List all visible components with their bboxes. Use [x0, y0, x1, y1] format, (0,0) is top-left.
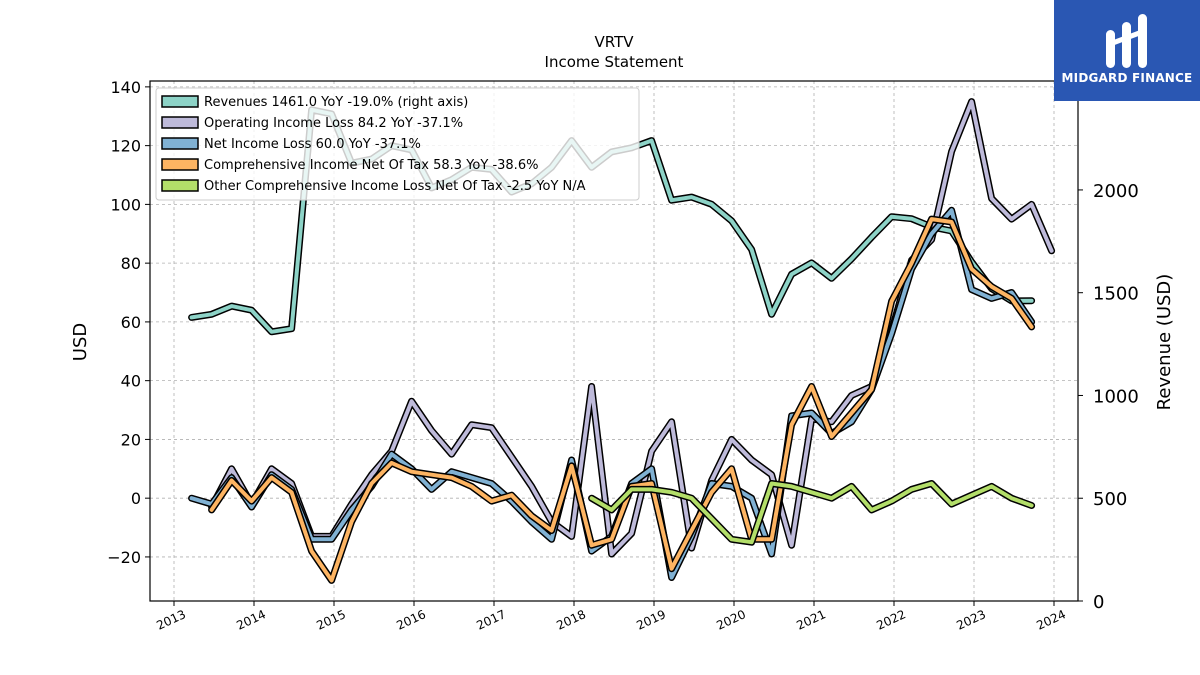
axes: −20 0 20 40 60 80 100 120 140 0 500 1000 1500 2000 201… [107, 78, 1139, 633]
x-tick-label: 2019 [634, 607, 668, 633]
midgard-logo-icon [1106, 14, 1147, 68]
series-line-other-comprehensive-income-loss-net-of-tax [589, 481, 1034, 545]
y-tick-label: 100 [110, 195, 141, 214]
x-tick-label: 2017 [474, 607, 508, 633]
legend-swatch-comprehensive-income-net-of-tax [161, 158, 199, 171]
y-right-tick-label: 500 [1093, 489, 1127, 510]
series-line-net-income-loss [189, 208, 1034, 580]
y-tick-label: 140 [110, 78, 141, 97]
x-tick-label: 2020 [714, 607, 748, 633]
y-right-tick-label: 1500 [1093, 284, 1139, 305]
y-tick-label: 120 [110, 137, 141, 156]
legend-box [155, 87, 640, 201]
logo-text: MIDGARD FINANCE [1061, 71, 1193, 85]
brand-logo: MIDGARD FINANCE [1054, 0, 1200, 101]
y-tick-label: 80 [121, 254, 141, 273]
x-tick-label: 2023 [954, 607, 988, 633]
y-axis-right-label: Revenue (USD) [1154, 274, 1175, 411]
legend: Revenues 1461.0 YoY -19.0% (right axis) O… [155, 87, 640, 201]
legend-swatch-other-comprehensive-income-loss-net-of-tax [161, 179, 199, 192]
y-right-tick-label: 0 [1093, 592, 1104, 613]
y-right-tick-label: 2000 [1093, 181, 1139, 202]
legend-label-net-income-loss: Net Income Loss 60.0 YoY -37.1% [204, 137, 421, 152]
series-line-comprehensive-income-net-of-tax [209, 217, 1034, 583]
legend-label-revenues: Revenues 1461.0 YoY -19.0% (right axis) [204, 95, 468, 110]
legend-swatch-net-income-loss [161, 137, 199, 150]
y-tick-label: 40 [121, 372, 141, 391]
x-tick-label: 2024 [1034, 607, 1068, 633]
x-tick-label: 2021 [794, 607, 828, 633]
y-tick-label: 0 [131, 489, 141, 508]
x-tick-label: 2018 [554, 607, 588, 633]
legend-swatch-operating-income-loss [161, 116, 199, 129]
chart-subtitle: Income Statement [545, 53, 684, 71]
legend-label-comprehensive-income-net-of-tax: Comprehensive Income Net Of Tax 58.3 YoY… [204, 158, 538, 173]
y-tick-label: 20 [121, 430, 141, 449]
x-tick-label: 2016 [394, 607, 428, 633]
y-axis-label: USD [70, 323, 91, 361]
y-right-tick-label: 1000 [1093, 386, 1139, 407]
x-tick-label: 2013 [154, 607, 188, 633]
legend-label-other-comprehensive-income-loss-net-of-tax: Other Comprehensive Income Loss Net Of T… [204, 179, 586, 194]
x-tick-label: 2015 [314, 607, 348, 633]
legend-swatch-revenues [161, 95, 199, 108]
plot-frame [149, 80, 1079, 602]
series-outline-net-income-loss [188, 206, 1036, 581]
x-tick-label: 2022 [874, 607, 908, 633]
x-tick-label: 2014 [234, 607, 268, 633]
chart-title: VRTV [594, 33, 634, 51]
y-tick-label: −20 [107, 548, 141, 567]
legend-label-operating-income-loss: Operating Income Loss 84.2 YoY -37.1% [204, 116, 463, 131]
y-tick-label: 60 [121, 313, 141, 332]
